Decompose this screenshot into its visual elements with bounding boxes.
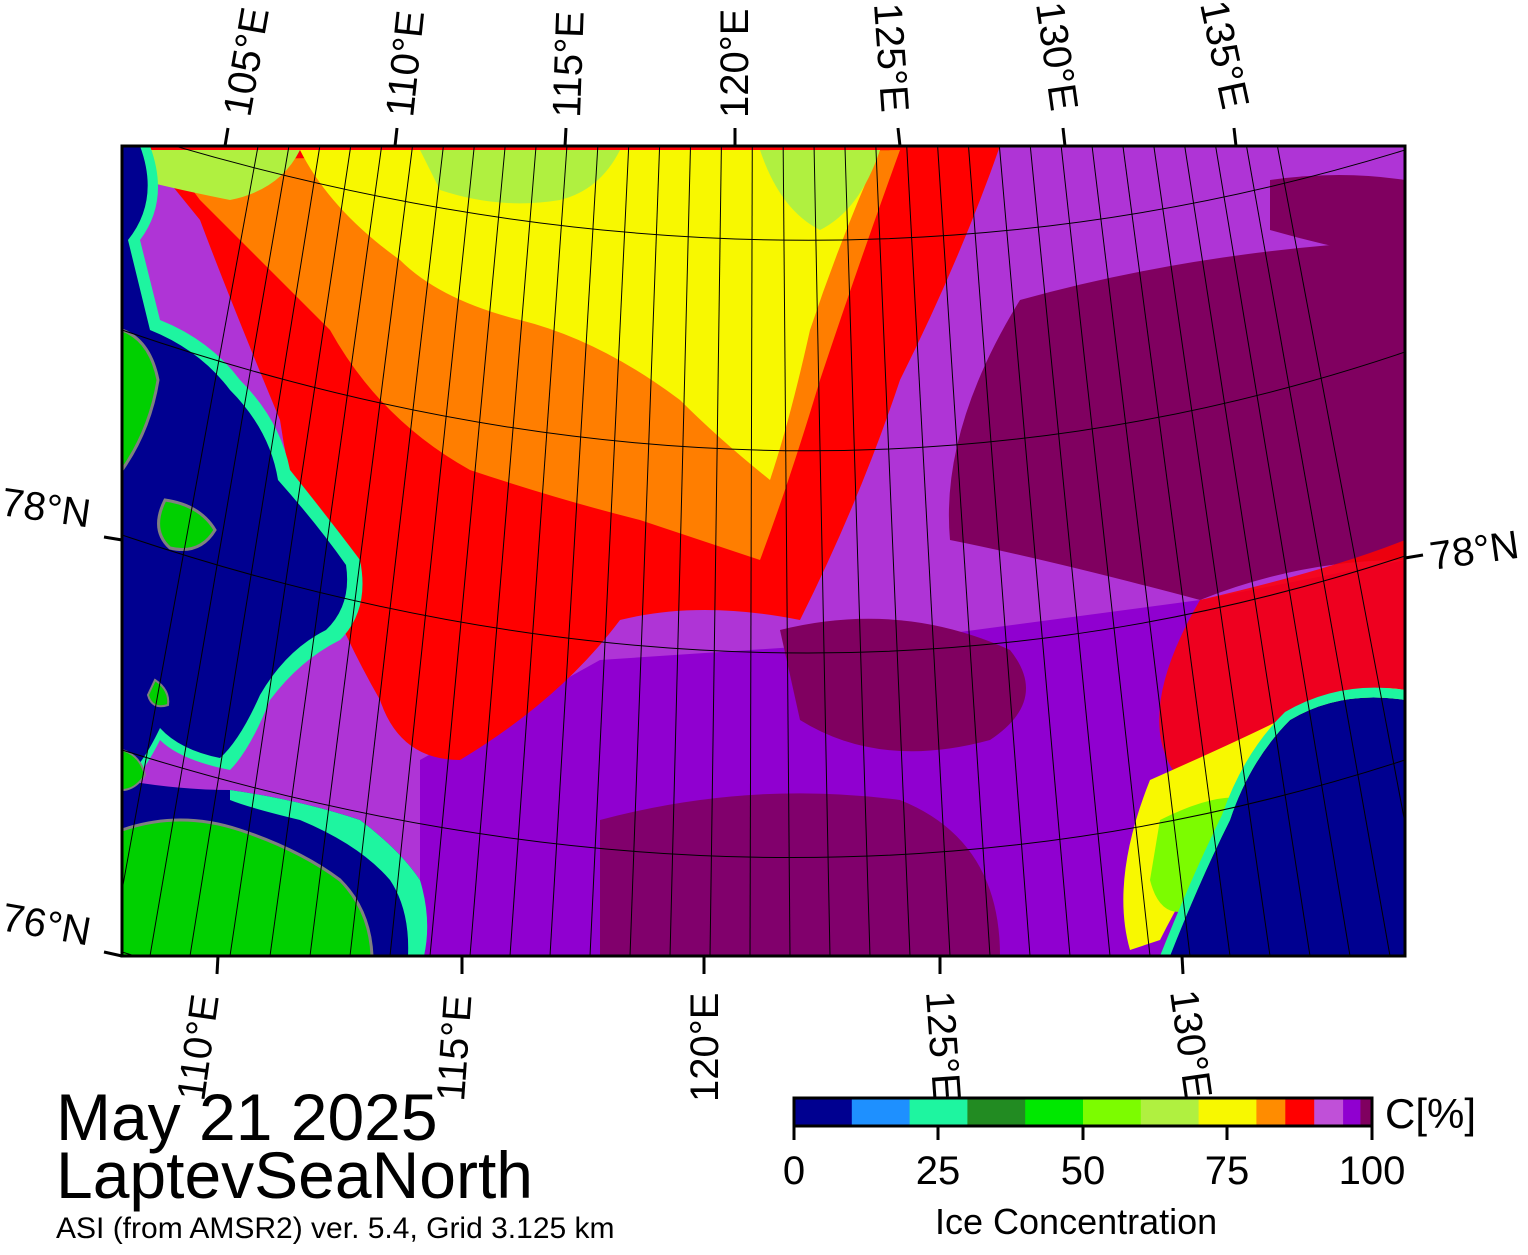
colorbar-swatch [1314,1098,1344,1126]
meridian-line [1246,146,1391,956]
parallel-line [173,146,1405,241]
land-island-1 [157,498,217,551]
meridian-line [1153,146,1271,956]
meridian-line [1215,146,1351,956]
land-taymyr [122,818,374,956]
meridian-line [1091,146,1191,956]
meridian-line [429,146,506,956]
colorbar-tick-label: 75 [1204,1149,1250,1193]
ice-dark-mid [780,618,1026,752]
colorbar-tick-label: 100 [1338,1149,1406,1193]
meridian-line [1029,146,1111,956]
lon-label-bottom: 120°E [683,993,727,1102]
colorbar-swatch [967,1098,1026,1126]
parallel-line [122,749,1405,859]
meridian-line [709,146,722,956]
meridian-line [906,146,951,956]
colorbar-swatch [1256,1098,1286,1126]
colorbar-swatch [851,1098,911,1126]
lon-label-bottom: 115°E [429,993,480,1102]
map-date: May 21 2025 [56,1080,438,1154]
colorbar-title: Ice Concentration [935,1201,1218,1242]
land-severnaya [122,328,160,473]
colorbar-tick-label: 50 [1060,1149,1106,1193]
meridian-line [782,146,791,956]
lon-label-top: 110°E [378,8,433,118]
meridian-line [509,146,568,956]
map-frame [122,146,1405,956]
colorbar-swatch [1025,1098,1084,1126]
meridian-line [229,146,352,956]
product-info: ASI (from AMSR2) ver. 5.4, Grid 3.125 km [56,1212,615,1245]
meridian-line [749,146,753,956]
lat-label-right: 78°N [1427,523,1522,579]
meridian-line [967,146,1031,956]
ice-red-east [1159,540,1405,780]
lon-label-top: 130°E [1027,0,1086,114]
colorbar-swatch [1360,1098,1373,1126]
colorbar-unit: C[%] [1385,1090,1477,1137]
meridian-line [937,146,991,956]
parallel-line [122,534,1405,654]
colorbar-swatch [1140,1098,1200,1126]
lon-label-top: 115°E [545,10,593,118]
ice-dark-east [948,240,1405,600]
meridian-line [269,146,383,956]
colorbar-tick-label: 0 [782,1149,806,1193]
parallel-line [122,329,1405,452]
meridian-line [122,146,259,894]
colorbar-swatch [909,1098,968,1126]
ice-lime-patch-3 [140,150,300,200]
lat-label-left: 78°N [0,480,93,536]
polynya-east [1170,697,1405,956]
land-island-2 [122,748,147,792]
colorbar-swatch [794,1098,853,1126]
colorbar-swatch [1083,1098,1142,1126]
map-border [120,144,1407,958]
ice-lime-patch-2 [760,150,880,230]
ice-dark-ne [1270,175,1405,260]
region-name: LaptevSeaNorth [56,1138,533,1212]
polynya-south-edge [230,790,428,956]
meridian-line [669,146,692,956]
meridian-line [549,146,599,956]
ice-dark-south [600,793,1000,956]
colorbar-swatch [1343,1098,1361,1126]
meridian-line [629,146,661,956]
colorbar [794,1098,1373,1126]
lon-label-top: 120°E [713,9,757,118]
lon-label-top: 125°E [865,2,917,114]
lon-label-top: 135°E [1191,0,1257,113]
meridian-line [998,146,1071,956]
meridian-line [813,146,831,956]
meridian-line [1122,146,1231,956]
meridian-line [1184,146,1311,956]
meridian-line [349,146,444,956]
lon-label-bottom: 130°E [1161,987,1220,1101]
ice-yellow-zone [300,150,880,480]
meridian-line [844,146,871,956]
meridian-line [189,146,321,956]
colorbar-swatch [1285,1098,1315,1126]
lon-label-top: 105°E [216,4,278,119]
lon-label-bottom: 125°E [917,990,969,1102]
meridian-line [1060,146,1151,956]
meridian-line [875,146,911,956]
axis-ticks [103,127,1424,975]
meridian-line [589,146,630,956]
meridian-line [149,146,290,956]
colorbar-swatch [1198,1098,1257,1126]
colorbar-tick-label: 25 [915,1149,961,1193]
colorbar-ticks [792,1126,1374,1140]
graticule [122,146,1405,956]
meridian-line [309,146,413,956]
meridian-line [469,146,537,956]
lat-label-left: 76°N [0,896,94,955]
